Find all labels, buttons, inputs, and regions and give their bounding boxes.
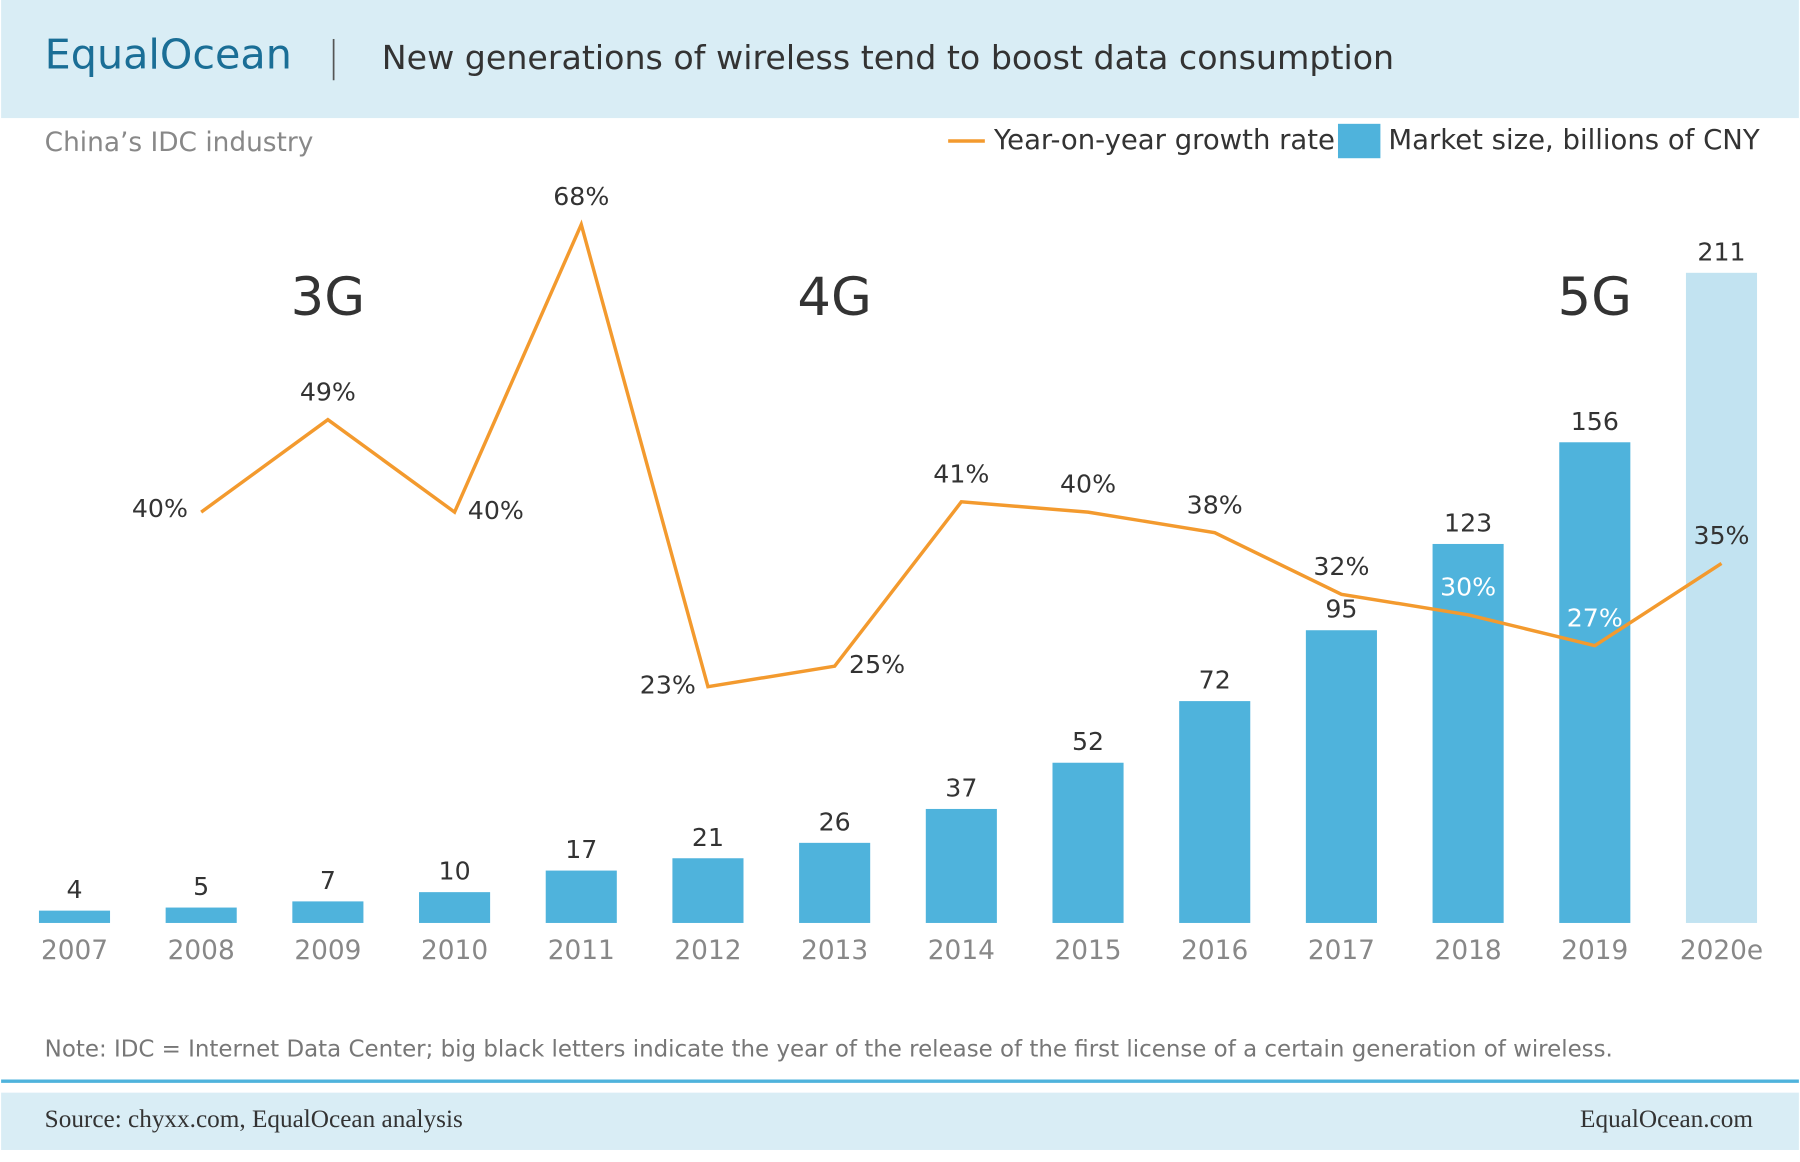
header-band — [1, 0, 1799, 119]
bar — [1052, 762, 1124, 923]
x-tick-label: 2015 — [1054, 936, 1121, 966]
x-tick-label: 2018 — [1435, 936, 1502, 966]
x-tick-label: 2017 — [1308, 936, 1375, 966]
bar — [672, 858, 744, 923]
bar-value-label: 17 — [565, 835, 597, 864]
logo: EqualOcean — [45, 30, 292, 78]
x-tick-label: 2019 — [1561, 936, 1628, 966]
legend-label: Year-on-year growth rate — [993, 124, 1335, 156]
bar-value-label: 95 — [1325, 595, 1357, 624]
bar-value-label: 4 — [66, 875, 82, 904]
bar-value-label: 26 — [819, 807, 851, 836]
x-tick-label: 2012 — [674, 936, 741, 966]
line-value-label: 49% — [300, 377, 356, 406]
site: EqualOcean.com — [1580, 1106, 1753, 1133]
line-value-label: 40% — [132, 494, 188, 523]
x-tick-label: 2007 — [41, 936, 108, 966]
generation-label: 5G — [1558, 267, 1632, 328]
x-tick-label: 2010 — [421, 936, 488, 966]
line-value-label: 30% — [1440, 572, 1496, 601]
x-tick-label: 2016 — [1181, 936, 1248, 966]
bar-value-label: 7 — [320, 866, 336, 895]
bar — [1432, 543, 1504, 923]
bar-value-label: 123 — [1444, 508, 1492, 537]
bar-value-label: 72 — [1199, 666, 1231, 695]
bar — [1305, 630, 1377, 923]
generation-label: 3G — [291, 267, 365, 328]
x-tick-label: 2009 — [294, 936, 361, 966]
bar — [419, 892, 491, 923]
title: New generations of wireless tend to boos… — [382, 38, 1394, 77]
x-tick-label: 2008 — [168, 936, 235, 966]
note: Note: IDC = Internet Data Center; big bl… — [45, 1037, 1613, 1063]
bar-value-label: 21 — [692, 823, 724, 852]
bar — [925, 808, 997, 923]
bar — [292, 901, 364, 923]
legend-swatch — [1337, 123, 1381, 159]
bar — [1685, 272, 1758, 923]
source: Source: chyxx.com, EqualOcean analysis — [45, 1106, 463, 1133]
bar — [165, 907, 237, 923]
bar — [38, 910, 111, 923]
line-value-label: 38% — [1187, 490, 1243, 519]
line-value-label: 68% — [553, 182, 609, 211]
bar-value-label: 37 — [945, 773, 977, 802]
bar — [799, 842, 871, 923]
x-tick-label: 2011 — [548, 936, 615, 966]
bar — [1559, 442, 1631, 923]
x-tick-label: 2013 — [801, 936, 868, 966]
x-tick-label: 2020e — [1680, 936, 1763, 966]
line-value-label: 35% — [1693, 521, 1749, 550]
bar — [1179, 701, 1251, 923]
x-tick-label: 2014 — [928, 936, 995, 966]
line-value-label: 40% — [1060, 470, 1116, 499]
bar-value-label: 5 — [193, 872, 209, 901]
generation-label: 4G — [797, 267, 871, 328]
line-value-label: 32% — [1313, 552, 1369, 581]
line-value-label: 40% — [468, 496, 524, 525]
bar-value-label: 10 — [439, 857, 471, 886]
footer-band — [1, 1092, 1799, 1150]
bar — [545, 870, 617, 923]
line-value-label: 23% — [640, 671, 696, 700]
subtitle: China’s IDC industry — [45, 128, 314, 158]
bar-value-label: 156 — [1571, 407, 1619, 436]
bar-value-label: 211 — [1697, 237, 1745, 266]
line-value-label: 27% — [1567, 603, 1623, 632]
line-value-label: 41% — [933, 459, 989, 488]
growth-line — [200, 219, 1723, 689]
line-value-label: 25% — [849, 650, 905, 679]
bar-value-label: 52 — [1072, 727, 1104, 756]
legend-label: Market size, billions of CNY — [1388, 124, 1759, 156]
